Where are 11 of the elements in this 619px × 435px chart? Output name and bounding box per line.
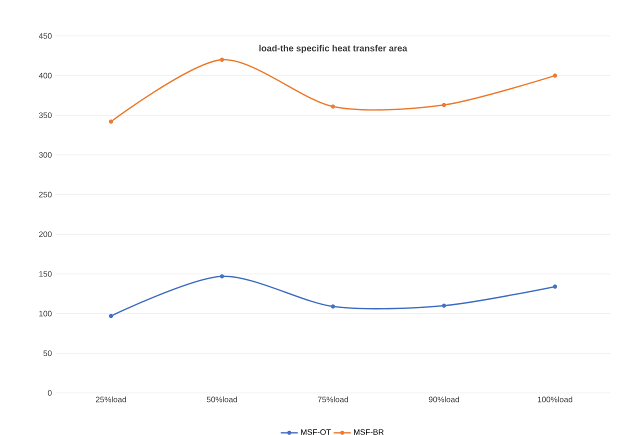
point [108,120,114,124]
text: load-the specific heat transfer area [259,44,408,54]
point [330,104,336,109]
point [220,58,224,62]
point [552,74,558,78]
point [442,102,446,108]
point [552,284,558,289]
point [442,304,446,308]
point [220,274,224,278]
point [330,304,336,309]
point [108,314,114,318]
